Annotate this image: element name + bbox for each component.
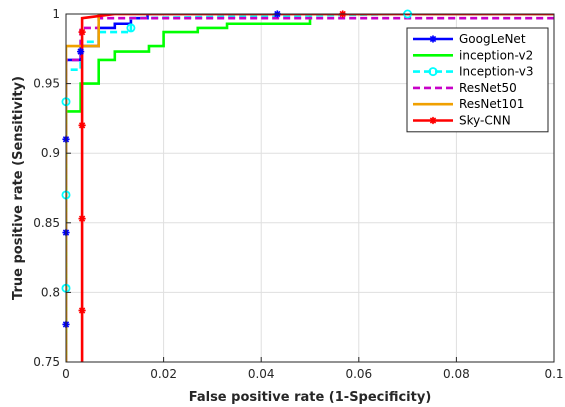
y-tick-label: 0.75	[33, 355, 60, 369]
x-tick-label: 0	[62, 367, 70, 381]
legend-label-inception-v3: Inception-v3	[459, 65, 533, 79]
plot-frame	[65, 13, 555, 363]
legend-label-sky-cnn: Sky-CNN	[459, 114, 511, 128]
y-tick-label: 0.95	[33, 77, 60, 91]
legend-label-resnet101: ResNet101	[459, 97, 524, 111]
series-line-sky-cnn	[80, 14, 554, 362]
series-line-resnet101	[66, 14, 554, 362]
legend-label-resnet50: ResNet50	[459, 81, 517, 95]
legend-marker-inception-v3	[428, 67, 438, 77]
legend: GoogLeNet inception-v2 Inception-v3 ResNet5…	[406, 27, 549, 133]
legend-marker-googlenet	[429, 35, 437, 43]
data-point-sky-cnn	[78, 28, 86, 36]
data-point-sky-cnn	[78, 215, 86, 223]
y-tick-label: 0.85	[33, 216, 60, 230]
legend-label-inception-v2: inception-v2	[459, 48, 533, 62]
marker-layer	[61, 9, 413, 329]
x-tick-label: 0.02	[150, 367, 177, 381]
x-tick-label: 0.08	[443, 367, 470, 381]
x-axis-label: False positive rate (1-Specificity)	[189, 390, 432, 405]
data-point-sky-cnn	[78, 306, 86, 315]
series-layer	[66, 14, 554, 362]
x-tick-label: 0.04	[248, 367, 275, 381]
legend-label-googlenet: GoogLeNet	[459, 32, 526, 46]
x-tick-label: 0.1	[544, 367, 563, 381]
data-point-sky-cnn	[78, 121, 86, 129]
legend-marker-sky-cnn	[429, 116, 437, 125]
series-line-inception-v2	[66, 14, 554, 362]
data-point-googlenet	[77, 47, 85, 56]
y-axis-label: True positive rate (Sensitivity)	[11, 76, 26, 300]
data-point-inception-v3	[126, 23, 136, 33]
y-tick-label: 0.9	[41, 146, 60, 160]
ticks: 0 0.02 0.04 0.06 0.08 0.1 0.75 0.8 0.85 0.9 0.95 1	[33, 7, 563, 381]
y-tick-label: 0.8	[41, 285, 60, 299]
legend-box	[406, 27, 549, 133]
x-tick-label: 0.06	[345, 367, 372, 381]
y-tick-label: 1	[52, 7, 60, 21]
